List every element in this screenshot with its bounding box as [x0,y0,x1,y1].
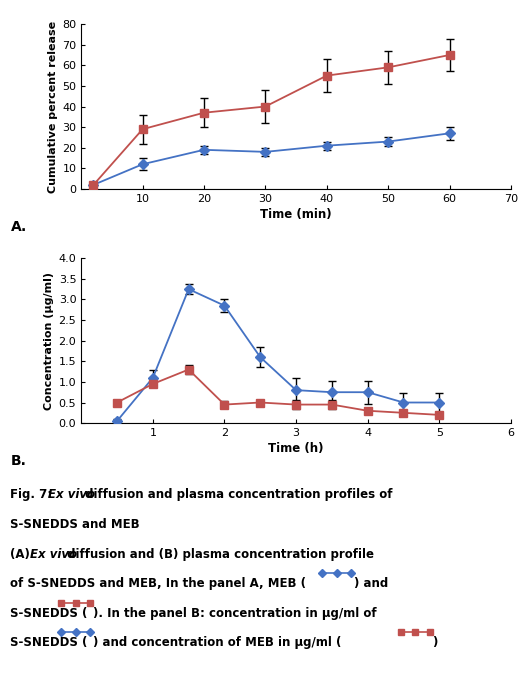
X-axis label: Time (h): Time (h) [268,442,324,455]
Text: (A): (A) [10,548,35,561]
Text: ): ) [432,636,438,649]
Text: S-SNEDDS and MEB: S-SNEDDS and MEB [10,518,140,531]
Text: Fig. 7:: Fig. 7: [10,488,57,502]
Text: ). In the panel B: concentration in µg/ml of: ). In the panel B: concentration in µg/m… [93,607,376,620]
Text: Ex vivo: Ex vivo [30,548,78,561]
Text: diffusion and (B) plasma concentration profile: diffusion and (B) plasma concentration p… [63,548,375,561]
Text: Ex vivo: Ex vivo [48,488,95,502]
Text: B.: B. [10,454,26,468]
Text: A.: A. [10,220,27,234]
Text: ) and concentration of MEB in µg/ml (: ) and concentration of MEB in µg/ml ( [93,636,341,649]
Y-axis label: Cumulative percent release: Cumulative percent release [48,21,58,193]
Text: S-SNEDDS (: S-SNEDDS ( [10,607,88,620]
Y-axis label: Concentration (µg/ml): Concentration (µg/ml) [45,272,54,409]
Text: S-SNEDDS (: S-SNEDDS ( [10,636,88,649]
Text: ) and: ) and [354,577,388,590]
Text: of S-SNEDDS and MEB, In the panel A, MEB (: of S-SNEDDS and MEB, In the panel A, MEB… [10,577,307,590]
Text: diffusion and plasma concentration profiles of: diffusion and plasma concentration profi… [81,488,392,502]
X-axis label: Time (min): Time (min) [260,208,332,221]
